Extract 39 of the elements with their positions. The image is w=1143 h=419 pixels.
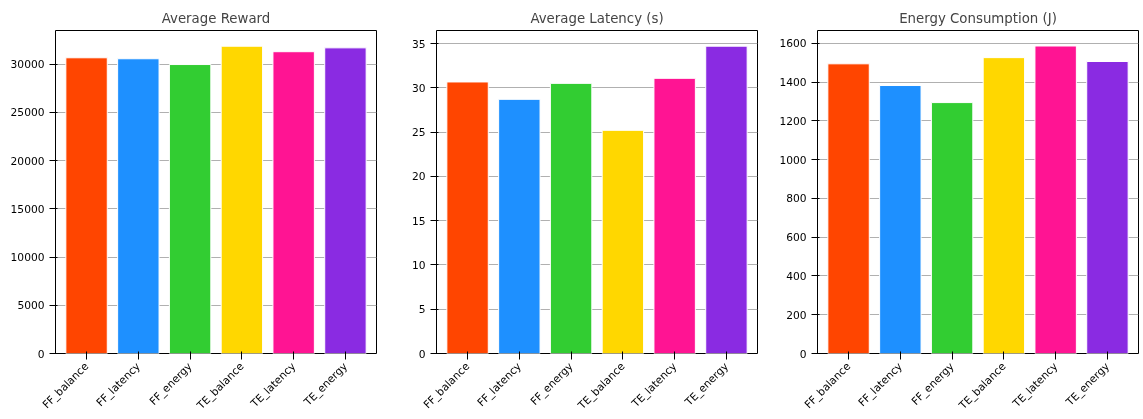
y-tick-label: 1200 — [779, 114, 807, 128]
y-tick-label: 30000 — [10, 58, 45, 72]
bar — [549, 82, 593, 354]
y-tick-label: 600 — [786, 231, 807, 245]
y-tick-label: 400 — [786, 270, 807, 283]
chart-title: Energy Consumption (J) — [899, 10, 1057, 26]
y-tick-label: 15 — [411, 214, 426, 228]
y-tick-label: 800 — [786, 192, 807, 206]
y-tick-label: 25 — [411, 126, 426, 140]
bar — [446, 81, 489, 354]
y-tick-label: 30 — [411, 81, 426, 95]
bar — [498, 98, 541, 354]
bar — [1086, 61, 1129, 354]
y-tick-label: 0 — [418, 347, 426, 361]
bar — [601, 129, 645, 354]
y-tick-label: 1400 — [779, 76, 807, 90]
y-tick-label: 15000 — [10, 202, 45, 216]
y-tick-label: 20000 — [10, 154, 45, 168]
y-tick-label: 1000 — [779, 153, 807, 167]
bar — [653, 77, 696, 354]
bar — [827, 63, 870, 354]
bar — [705, 45, 748, 354]
y-tick-label: 5 — [418, 303, 426, 317]
bar — [982, 57, 1026, 354]
y-tick-label: 200 — [786, 308, 807, 322]
bar — [930, 102, 974, 354]
y-tick-label: 25000 — [10, 106, 45, 120]
chart-title: Average Reward — [161, 10, 271, 26]
y-tick-label: 10000 — [10, 251, 45, 265]
y-tick-label: 1600 — [779, 37, 807, 51]
y-tick-label: 0 — [37, 347, 45, 361]
chart-title: Average Latency (s) — [530, 10, 664, 26]
y-tick-label: 5000 — [17, 299, 45, 313]
y-tick-label: 35 — [411, 37, 426, 51]
y-tick-label: 0 — [799, 347, 807, 361]
y-tick-label: 20 — [411, 170, 426, 184]
bar — [879, 85, 922, 354]
bar — [1034, 45, 1077, 354]
y-tick-label: 10 — [411, 258, 426, 272]
